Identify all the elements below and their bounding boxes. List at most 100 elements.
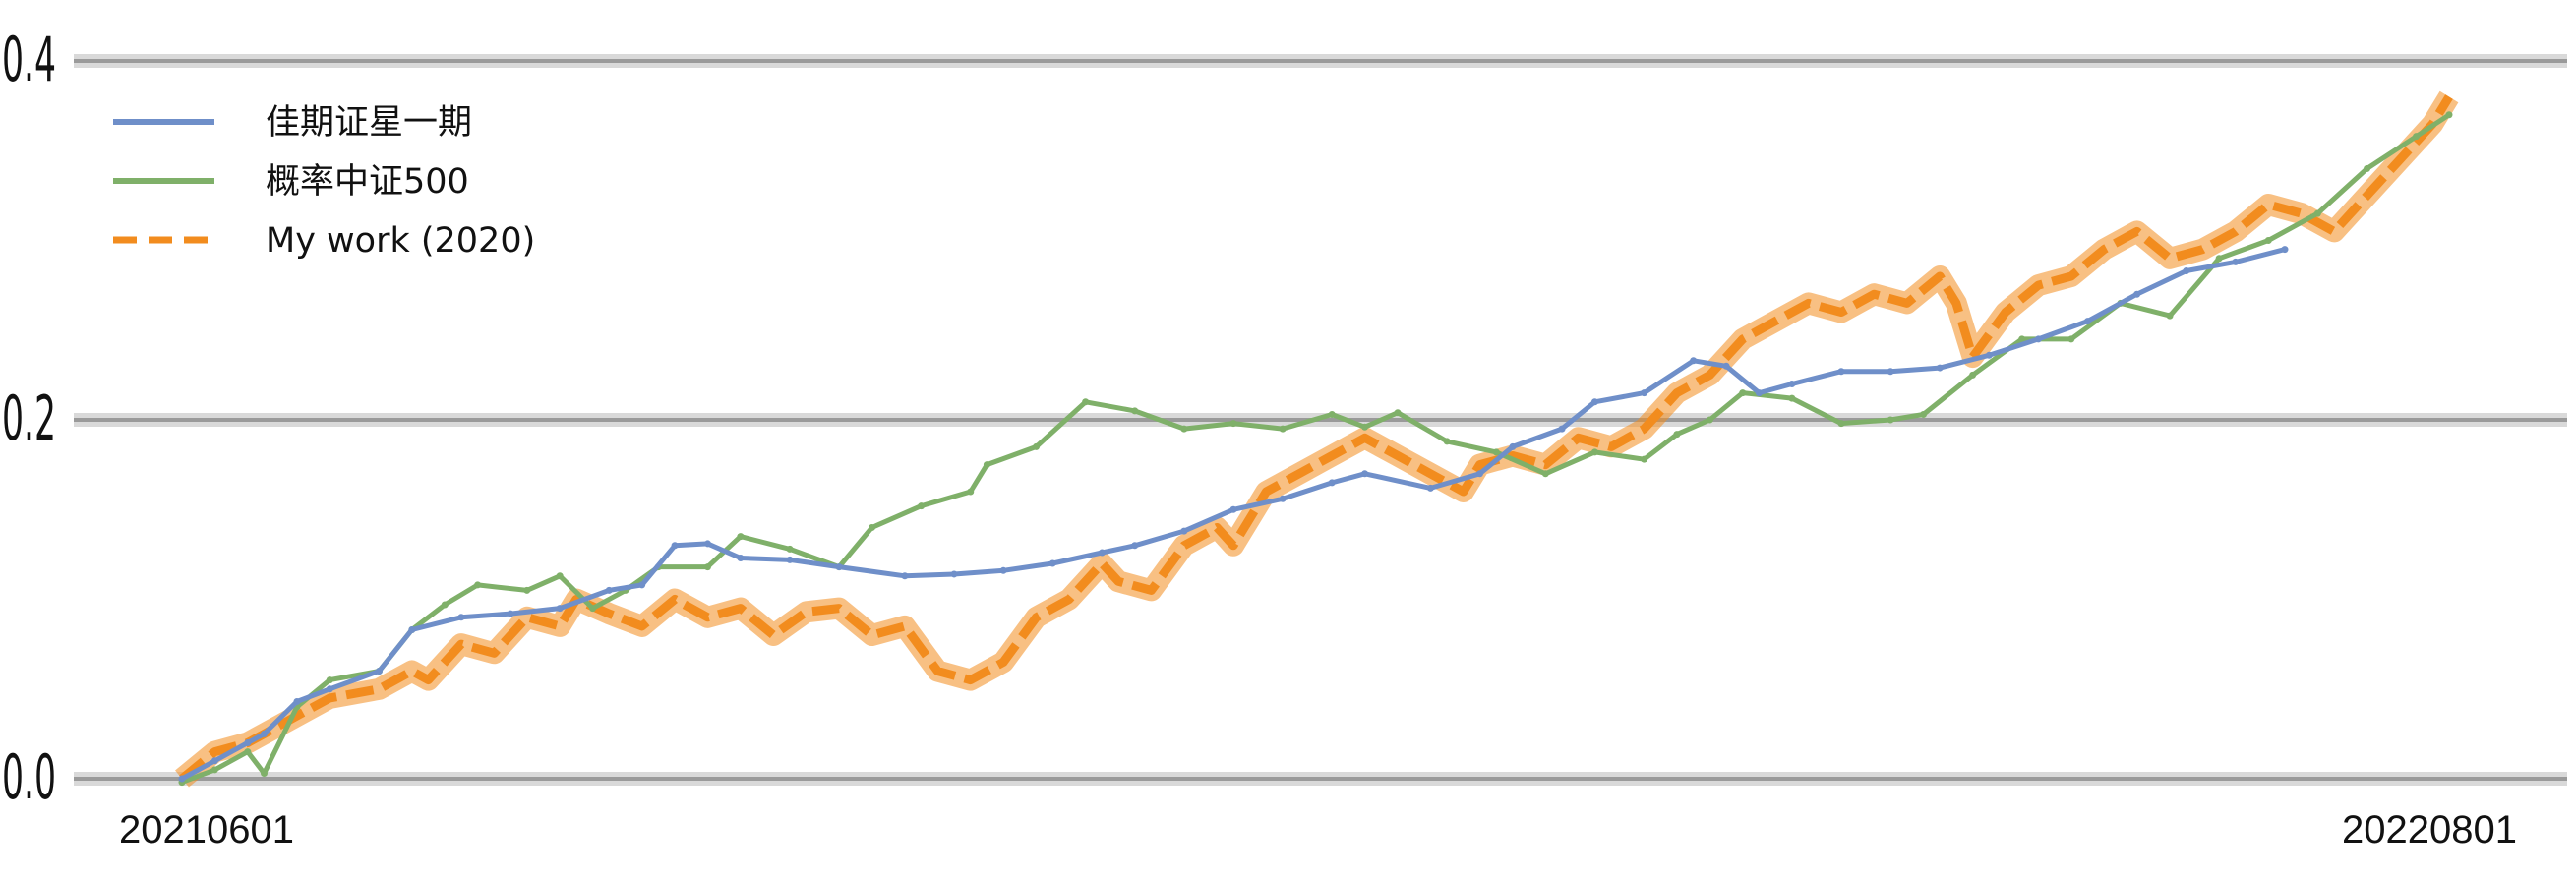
series-point bbox=[737, 533, 745, 541]
series-point bbox=[244, 739, 252, 746]
series-point bbox=[2313, 209, 2321, 217]
series-point bbox=[1739, 389, 1747, 397]
series-point bbox=[2232, 258, 2240, 265]
series-point bbox=[1279, 425, 1287, 433]
series-point bbox=[1492, 448, 1500, 456]
legend-label: 佳期证星一期 bbox=[266, 103, 472, 143]
series-point bbox=[326, 685, 333, 693]
series-point bbox=[983, 461, 990, 469]
series-point bbox=[2084, 318, 2092, 325]
series-point bbox=[2166, 312, 2174, 320]
series-point bbox=[671, 542, 679, 550]
series-point bbox=[556, 605, 564, 613]
legend-label: My work (2020) bbox=[266, 221, 535, 261]
series-point bbox=[950, 570, 958, 578]
series-point bbox=[1098, 549, 1106, 557]
series-point bbox=[244, 748, 252, 756]
series-point bbox=[261, 730, 269, 737]
series-point bbox=[2215, 255, 2223, 263]
series-point bbox=[1887, 416, 1894, 424]
series-point bbox=[1755, 389, 1763, 397]
series-point bbox=[1673, 431, 1681, 439]
series-point bbox=[1033, 442, 1041, 450]
series-point bbox=[589, 605, 597, 613]
series-point bbox=[1690, 357, 1698, 365]
series-point bbox=[703, 563, 711, 571]
series-point bbox=[918, 502, 926, 510]
series-point bbox=[2264, 237, 2272, 244]
legend-label: 概率中证500 bbox=[266, 162, 469, 202]
series-point bbox=[1788, 381, 1796, 387]
y-tick-label: 0.0 bbox=[2, 741, 56, 813]
series-point bbox=[2018, 335, 2026, 343]
series-point bbox=[1131, 407, 1139, 415]
series-point bbox=[638, 581, 646, 589]
series-line bbox=[179, 94, 2453, 783]
series-point bbox=[507, 610, 514, 617]
series-point bbox=[1590, 448, 1598, 456]
series-point bbox=[1887, 368, 1894, 376]
series-point bbox=[408, 626, 416, 634]
series-point bbox=[1788, 394, 1796, 402]
series-point bbox=[2067, 335, 2075, 343]
series-point bbox=[210, 766, 218, 774]
series-point bbox=[2133, 290, 2141, 298]
series-point bbox=[1920, 411, 1928, 419]
series-point bbox=[1590, 398, 1598, 406]
series-point bbox=[326, 676, 333, 684]
x-tick-label: 20220801 bbox=[2342, 808, 2517, 852]
series-point bbox=[967, 488, 975, 496]
series-point bbox=[786, 545, 794, 553]
series-point bbox=[1985, 351, 1993, 359]
series-point bbox=[1443, 438, 1451, 445]
series-point bbox=[1641, 389, 1648, 397]
series-point bbox=[556, 572, 564, 580]
series-line-glow bbox=[175, 90, 2459, 788]
series-point bbox=[1082, 398, 1090, 406]
series-point bbox=[523, 586, 531, 594]
series-line bbox=[181, 112, 2451, 785]
series-point bbox=[441, 601, 449, 609]
x-axis-ticks: 20210601 20220801 bbox=[119, 808, 2517, 852]
series-point bbox=[1509, 442, 1517, 450]
series-point bbox=[210, 757, 218, 765]
series-point bbox=[293, 698, 301, 706]
series-point bbox=[786, 556, 794, 563]
series-point bbox=[1229, 420, 1237, 428]
series-point bbox=[1328, 479, 1336, 487]
y-tick-label: 0.2 bbox=[2, 382, 56, 454]
series-point bbox=[1837, 368, 1845, 376]
series-point bbox=[1180, 527, 1188, 535]
series-point bbox=[1706, 416, 1713, 424]
x-tick-label: 20210601 bbox=[119, 808, 294, 852]
series-point bbox=[605, 586, 613, 594]
series-point bbox=[1641, 455, 1648, 463]
series-point bbox=[1969, 371, 1977, 379]
series-point bbox=[178, 775, 186, 783]
y-axis-ticks: 0.0 0.2 0.4 bbox=[2, 24, 56, 813]
series-point bbox=[835, 563, 843, 571]
series-point bbox=[1394, 409, 1402, 417]
series-point bbox=[2281, 246, 2289, 254]
series-point bbox=[1426, 484, 1434, 492]
series-lines bbox=[175, 90, 2459, 788]
series-point bbox=[2183, 267, 2190, 275]
series-point bbox=[1180, 425, 1188, 433]
series-point bbox=[2445, 111, 2453, 119]
series-point bbox=[1722, 362, 1730, 370]
series-point bbox=[1131, 542, 1139, 550]
y-tick-label: 0.4 bbox=[2, 24, 56, 95]
series-point bbox=[2363, 165, 2370, 172]
series-point bbox=[999, 566, 1007, 574]
series-point bbox=[375, 668, 383, 675]
series-point bbox=[1476, 470, 1484, 478]
series-point bbox=[1361, 423, 1369, 431]
series-point bbox=[2413, 133, 2421, 141]
series-point bbox=[1048, 559, 1056, 567]
series-point bbox=[1361, 470, 1369, 478]
series-point bbox=[869, 524, 876, 531]
series-point bbox=[1837, 420, 1845, 428]
series-point bbox=[1279, 495, 1287, 502]
series-point bbox=[1328, 411, 1336, 419]
